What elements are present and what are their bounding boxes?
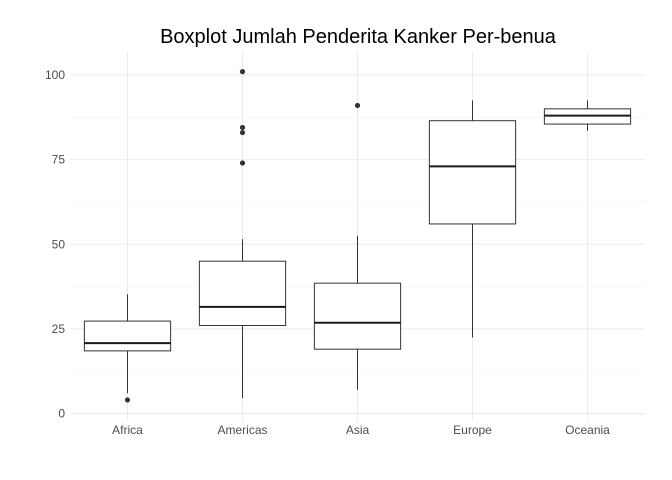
box-europe xyxy=(428,100,517,338)
x-tick-label: Europe xyxy=(453,423,492,437)
box-iqr xyxy=(198,260,287,326)
outlier-point xyxy=(124,397,131,403)
box-asia xyxy=(313,102,402,390)
box-oceania xyxy=(543,100,632,131)
x-tick-label: Oceania xyxy=(565,423,610,437)
x-tick-labels: Africa Americas Asia Europe Oceania xyxy=(112,423,610,437)
outlier-point xyxy=(239,129,246,136)
outlier-point xyxy=(239,124,246,131)
y-tick-label: 50 xyxy=(52,237,66,251)
box-iqr xyxy=(313,282,402,350)
x-tick-label: Asia xyxy=(346,423,370,437)
outlier-point xyxy=(354,102,361,109)
outlier-point xyxy=(239,160,246,166)
chart-title: Boxplot Jumlah Penderita Kanker Per-benu… xyxy=(160,26,557,48)
x-tick-label: Africa xyxy=(112,423,143,437)
outlier-point xyxy=(239,69,246,75)
y-tick-label: 0 xyxy=(58,407,65,421)
y-tick-label: 25 xyxy=(52,322,66,336)
box-iqr xyxy=(428,120,517,225)
box-africa xyxy=(83,294,172,403)
x-tick-label: Americas xyxy=(217,423,267,437)
boxes xyxy=(83,69,632,403)
box-americas xyxy=(198,69,287,399)
y-tick-label: 100 xyxy=(45,68,65,82)
y-tick-label: 75 xyxy=(52,153,66,167)
y-tick-labels: 0 25 50 75 100 xyxy=(45,68,65,421)
box-iqr xyxy=(83,320,172,352)
